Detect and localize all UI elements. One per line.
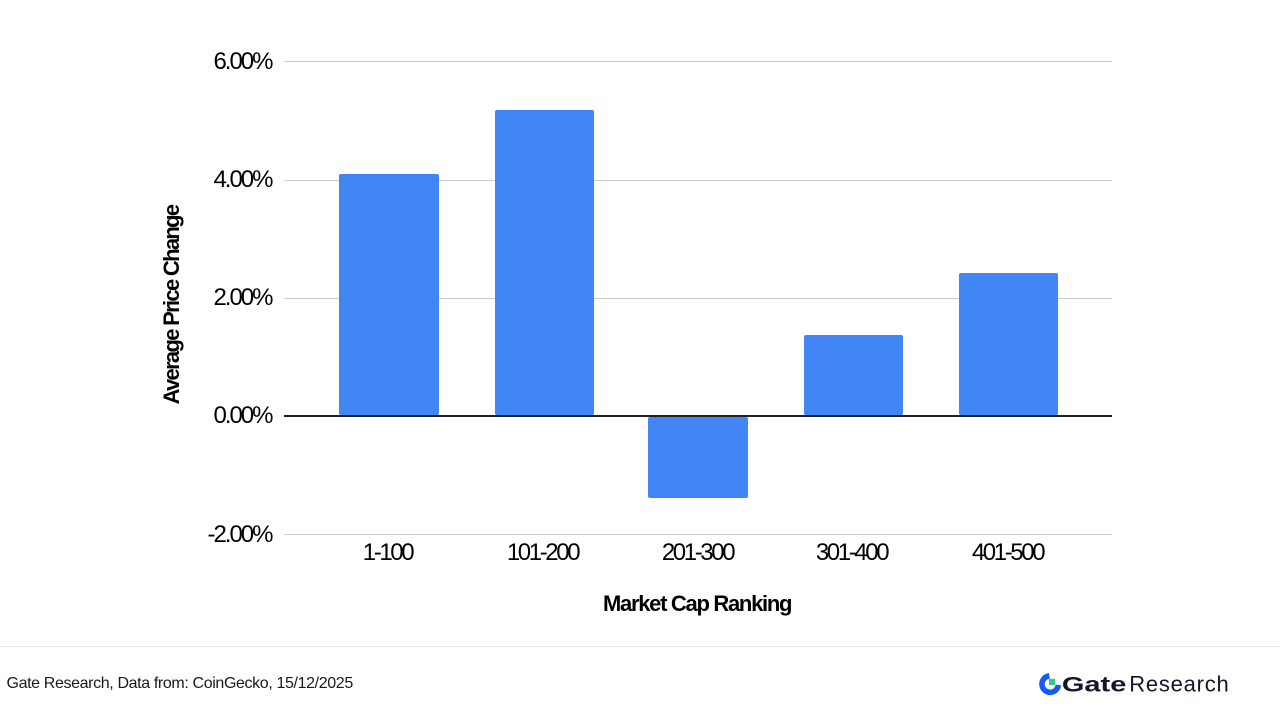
svg-text:Gate: Gate xyxy=(1062,673,1126,696)
svg-text:Research: Research xyxy=(1129,672,1229,697)
